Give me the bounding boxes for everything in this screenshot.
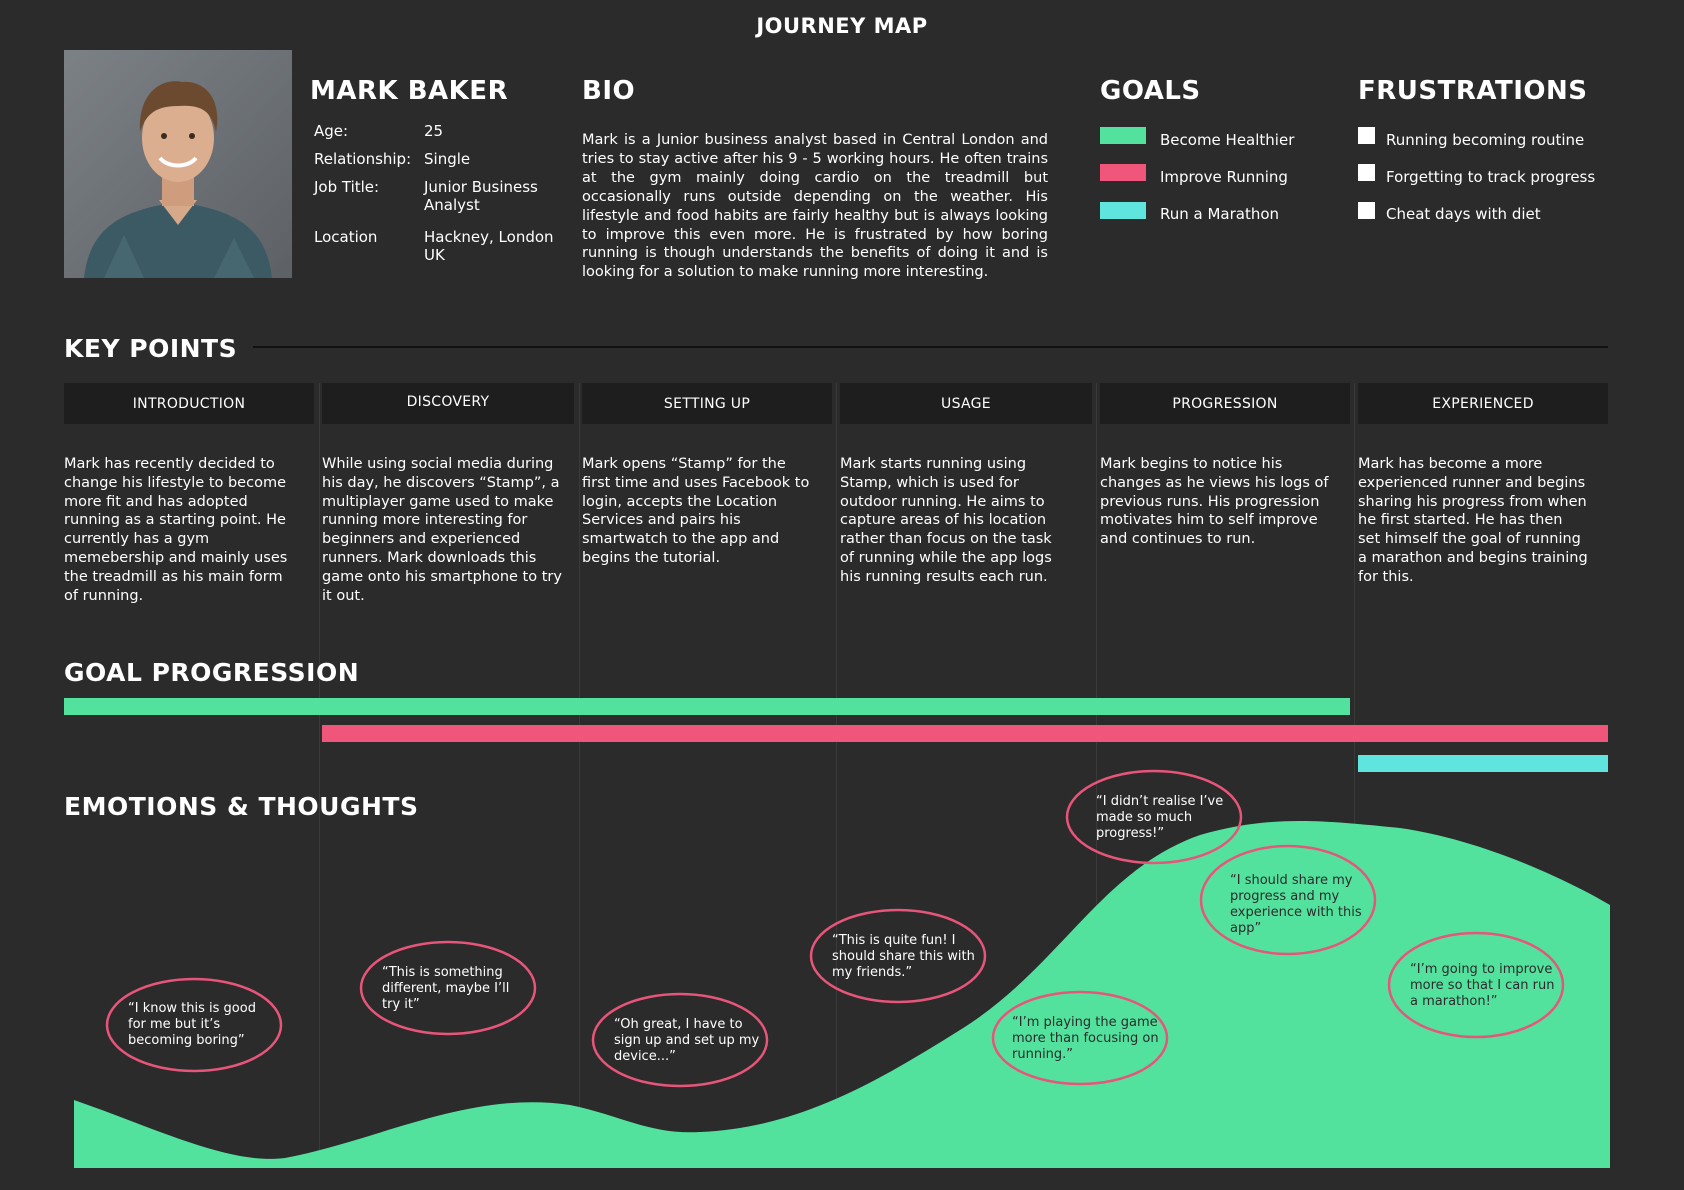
frustration-label: Forgetting to track progress — [1386, 168, 1596, 186]
thought-bubble — [105, 977, 283, 1073]
goal-swatch-running — [1100, 164, 1146, 181]
job-title-label: Job Title: — [314, 178, 380, 196]
thought-bubble — [1387, 931, 1565, 1039]
relationship-value: Single — [424, 150, 471, 168]
thought-bubble — [991, 990, 1169, 1086]
location-value: Hackney, London UK — [424, 228, 554, 264]
age-value: 25 — [424, 122, 444, 140]
emotions-heading: EMOTIONS & THOUGHTS — [64, 792, 419, 821]
thought-text: “I’m playing the game more than focusing… — [1012, 1015, 1159, 1062]
goal-bar-healthier — [64, 698, 1350, 715]
column-divider — [1096, 383, 1097, 1168]
thought-text: “I didn’t realise I’ve made so much prog… — [1096, 794, 1224, 841]
stage-setting-up: SETTING UP — [582, 383, 832, 424]
thought-text: “I’m going to improve more so that I can… — [1410, 962, 1555, 1009]
column-divider — [319, 383, 320, 1168]
stage-description: While using social media during his day,… — [322, 456, 562, 604]
page-title: JOURNEY MAP — [756, 14, 928, 38]
thought-text: “I know this is good for me but it’s bec… — [128, 1001, 256, 1048]
bio-text: Mark is a Junior business analyst based … — [582, 132, 1048, 281]
frustration-checkbox — [1358, 164, 1375, 181]
goal-swatch-marathon — [1100, 202, 1146, 219]
stage-introduction: INTRODUCTION — [64, 383, 314, 424]
key-points-rule — [246, 346, 1608, 348]
avatar — [64, 50, 292, 278]
relationship-label: Relationship: — [314, 150, 412, 168]
column-divider — [1354, 383, 1355, 1168]
age-label: Age: — [314, 122, 349, 140]
goal-bar-running — [322, 725, 1608, 742]
thought-bubble — [1065, 769, 1243, 865]
stage-description: Mark opens “Stamp” for the first time an… — [582, 456, 810, 566]
thought-text: “This is something different, maybe I’ll… — [382, 965, 510, 1012]
goal-swatch-healthier — [1100, 127, 1146, 144]
goal-label: Run a Marathon — [1160, 205, 1280, 223]
thought-text: “This is quite fun! I should share this … — [832, 933, 975, 980]
thought-bubble — [359, 940, 537, 1036]
goal-label: Become Healthier — [1160, 131, 1295, 149]
stage-description: Mark has recently decided to change his … — [64, 456, 288, 604]
thought-text: “Oh great, I have to sign up and set up … — [614, 1017, 760, 1064]
frustration-checkbox — [1358, 127, 1375, 144]
bio-heading: BIO — [582, 76, 636, 106]
location-label: Location — [314, 228, 378, 246]
key-points-heading: KEY POINTS — [64, 334, 254, 363]
job-title-value: Junior Business Analyst — [424, 178, 538, 214]
stage-usage: USAGE — [840, 383, 1092, 424]
thought-bubble — [1199, 844, 1377, 956]
goal-label: Improve Running — [1160, 168, 1288, 186]
frustrations-heading: FRUSTRATIONS — [1358, 76, 1588, 106]
goals-heading: GOALS — [1100, 76, 1201, 106]
frustration-label: Running becoming routine — [1386, 131, 1585, 149]
frustration-checkbox — [1358, 202, 1375, 219]
thought-bubble — [591, 992, 769, 1088]
thought-bubble — [809, 908, 987, 1004]
persona-name: MARK BAKER — [310, 76, 509, 106]
stage-description: Mark starts running using Stamp, which i… — [840, 456, 1052, 585]
goal-progression-heading: GOAL PROGRESSION — [64, 658, 360, 687]
stage-experienced: EXPERIENCED — [1358, 383, 1608, 424]
stage-description: Mark begins to notice his changes as he … — [1100, 456, 1329, 548]
stage-description: Mark has become a more experienced runne… — [1358, 456, 1588, 585]
column-divider — [579, 383, 580, 1168]
person-photo — [64, 50, 292, 278]
thought-text: “I should share my progress and my exper… — [1230, 873, 1362, 936]
frustration-label: Cheat days with diet — [1386, 205, 1541, 223]
goal-bar-marathon — [1358, 755, 1608, 772]
column-divider — [836, 383, 837, 1168]
stage-discovery: DISCOVERY — [322, 383, 574, 424]
stage-progression: PROGRESSION — [1100, 383, 1350, 424]
emotion-curve — [74, 820, 1610, 1168]
